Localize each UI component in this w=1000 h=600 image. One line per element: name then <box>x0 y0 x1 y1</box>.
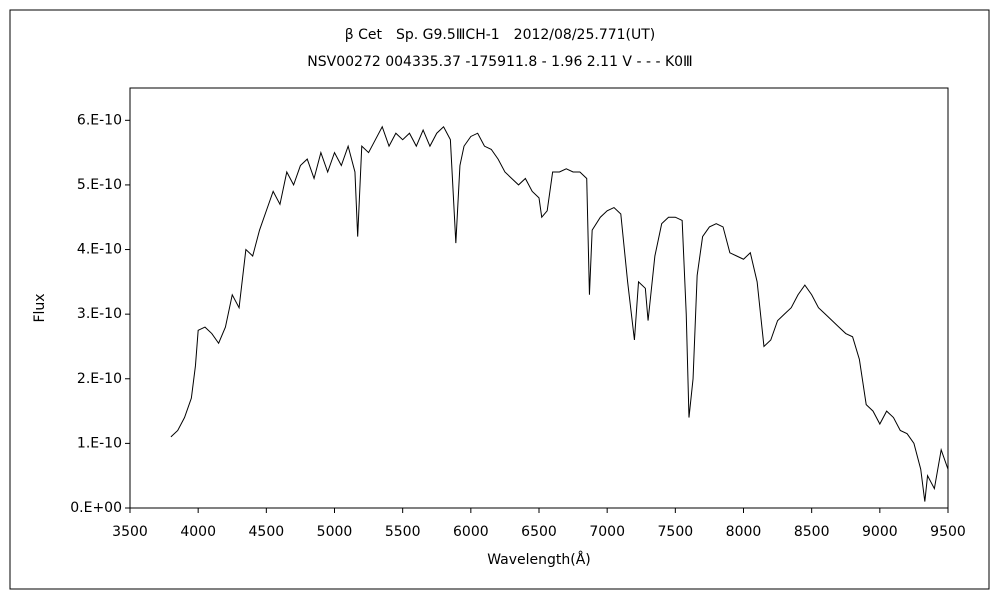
y-tick-label: 1.E-10 <box>77 435 122 451</box>
y-tick-label: 6.E-10 <box>77 112 122 128</box>
x-tick-label: 7500 <box>658 524 694 540</box>
y-tick-label: 5.E-10 <box>77 177 122 193</box>
plot-area <box>129 87 949 509</box>
x-tick-label: 8500 <box>794 524 830 540</box>
x-tick-label: 7000 <box>589 524 625 540</box>
x-tick-label: 4000 <box>180 524 216 540</box>
x-tick-label: 9500 <box>930 524 966 540</box>
x-tick-label: 5000 <box>317 524 353 540</box>
y-tick-label: 2.E-10 <box>77 371 122 387</box>
x-tick-label: 6500 <box>521 524 557 540</box>
x-axis-label: Wavelength(Å) <box>487 551 591 568</box>
frame <box>9 9 990 590</box>
x-tick-label: 5500 <box>385 524 421 540</box>
spectrum-line <box>170 125 949 502</box>
x-tick-label: 9000 <box>862 524 898 540</box>
x-tick-label: 4500 <box>249 524 285 540</box>
chart-subtitle: NSV00272 004335.37 -175911.8 - 1.96 2.11… <box>307 54 692 70</box>
y-axis-label: Flux <box>32 293 48 322</box>
y-tick-label: 3.E-10 <box>77 306 122 322</box>
x-tick-label: 8000 <box>726 524 762 540</box>
y-tick-label: 0.E+00 <box>70 500 122 516</box>
x-tick-label: 6000 <box>453 524 489 540</box>
y-tick-label: 4.E-10 <box>77 242 122 258</box>
x-tick-label: 3500 <box>112 524 148 540</box>
chart-title: β Cet Sp. G9.5ⅢCH-1 2012/08/25.771(UT) <box>345 27 656 43</box>
